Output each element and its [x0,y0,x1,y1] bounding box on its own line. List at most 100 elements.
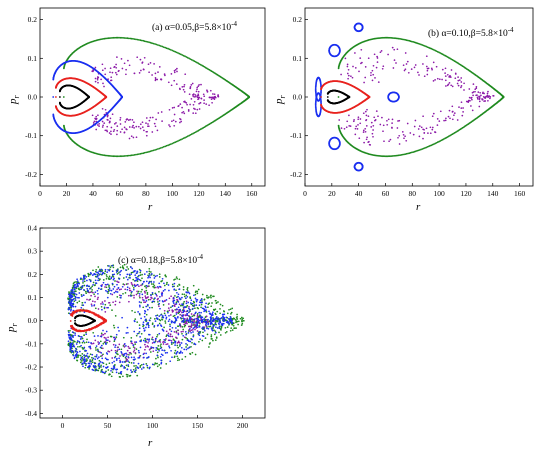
orbit-point [212,295,214,298]
orbit-point [131,119,134,121]
orbit-point [176,67,178,70]
orbit-point [101,63,104,66]
orbit-point [193,107,195,110]
orbit-point [352,65,354,68]
orbit-point [178,303,181,306]
orbit-point [204,337,207,339]
orbit-point [183,112,186,115]
orbit-point [97,308,100,310]
orbit-point [170,73,173,75]
orbit-point [133,356,135,359]
orbit-point [190,58,193,61]
orbit-point [108,275,111,278]
orbit-point [221,304,224,307]
orbit-point [111,371,114,374]
orbit-point [210,327,213,329]
orbit-point [172,310,175,312]
orbit-point [139,152,142,155]
orbit-point [380,50,383,52]
orbit-point [94,307,97,310]
orbit-point [116,273,119,275]
orbit-point [131,283,133,286]
orbit-point [483,96,486,99]
orbit-point [362,129,365,132]
orbit-point [121,128,123,131]
orbit-point [200,83,202,86]
orbit-point [138,285,140,288]
orbit-point [418,74,420,76]
orbit-point [156,334,159,336]
orbit-point [181,293,184,296]
orbit-point [423,128,425,131]
orbit-point [209,89,212,92]
orbit-point [236,313,238,316]
orbit-point [149,150,152,153]
orbit-point [125,37,127,39]
orbit-point [205,315,208,318]
orbit-point [81,360,83,362]
orbit-point [372,135,374,138]
orbit-point [136,56,139,59]
orbit-point [150,271,152,273]
orbit-point [77,354,80,357]
orbit-point [439,110,442,113]
orbit-point [432,61,435,64]
orbit-point [371,69,374,72]
orbit-point [237,320,240,323]
orbit-point [173,352,176,354]
orbit-point [154,149,156,151]
orbit-point [420,126,423,129]
orbit-point [133,38,136,40]
orbit-point [173,69,176,72]
orbit-point [108,373,111,375]
orbit-point [101,120,104,123]
orbit-point [236,320,239,323]
orbit-point [183,293,186,296]
orbit-point [355,125,358,128]
orbit-point [182,286,185,288]
orbit-point [133,365,135,367]
orbit-point [426,73,429,76]
orbit-point [370,74,372,77]
orbit-point [431,115,434,118]
orbit-point [188,346,191,349]
orbit-point [109,304,112,306]
orbit-point [159,347,162,350]
orbit-point [364,127,367,130]
orbit-point [386,123,389,126]
y-tick-label: -0.1 [290,131,302,140]
orbit-point [109,117,112,120]
orbit-point [189,296,191,298]
orbit-point [191,338,193,341]
orbit-point [158,276,161,278]
orbit-point [209,295,212,297]
orbit-point [165,283,168,286]
orbit-point [159,147,162,149]
orbit-point [350,75,352,78]
orbit-point [228,308,230,311]
orbit-point [367,141,370,144]
orbit-point [100,78,102,81]
orbit-point [168,297,171,300]
orbit-point [141,126,144,128]
orbit-point [112,301,114,304]
orbit-point [116,288,118,291]
orbit-point [168,108,171,111]
orbit-point [142,325,144,328]
orbit-point [119,355,121,357]
orbit-point [372,129,374,131]
orbit-point [83,341,86,344]
orbit-point [115,73,118,76]
orbit-point [191,341,193,344]
orbit-point [106,154,108,157]
orbit-point [144,346,147,348]
x-tick-label: 0 [38,189,42,198]
orbit-point [194,291,197,294]
orbit-point [170,349,172,352]
orbit-point [140,332,143,335]
orbit-point [119,116,122,119]
orbit-point [134,318,137,320]
orbit-point [126,288,129,291]
orbit-point [130,135,133,138]
orbit-point [171,142,174,145]
